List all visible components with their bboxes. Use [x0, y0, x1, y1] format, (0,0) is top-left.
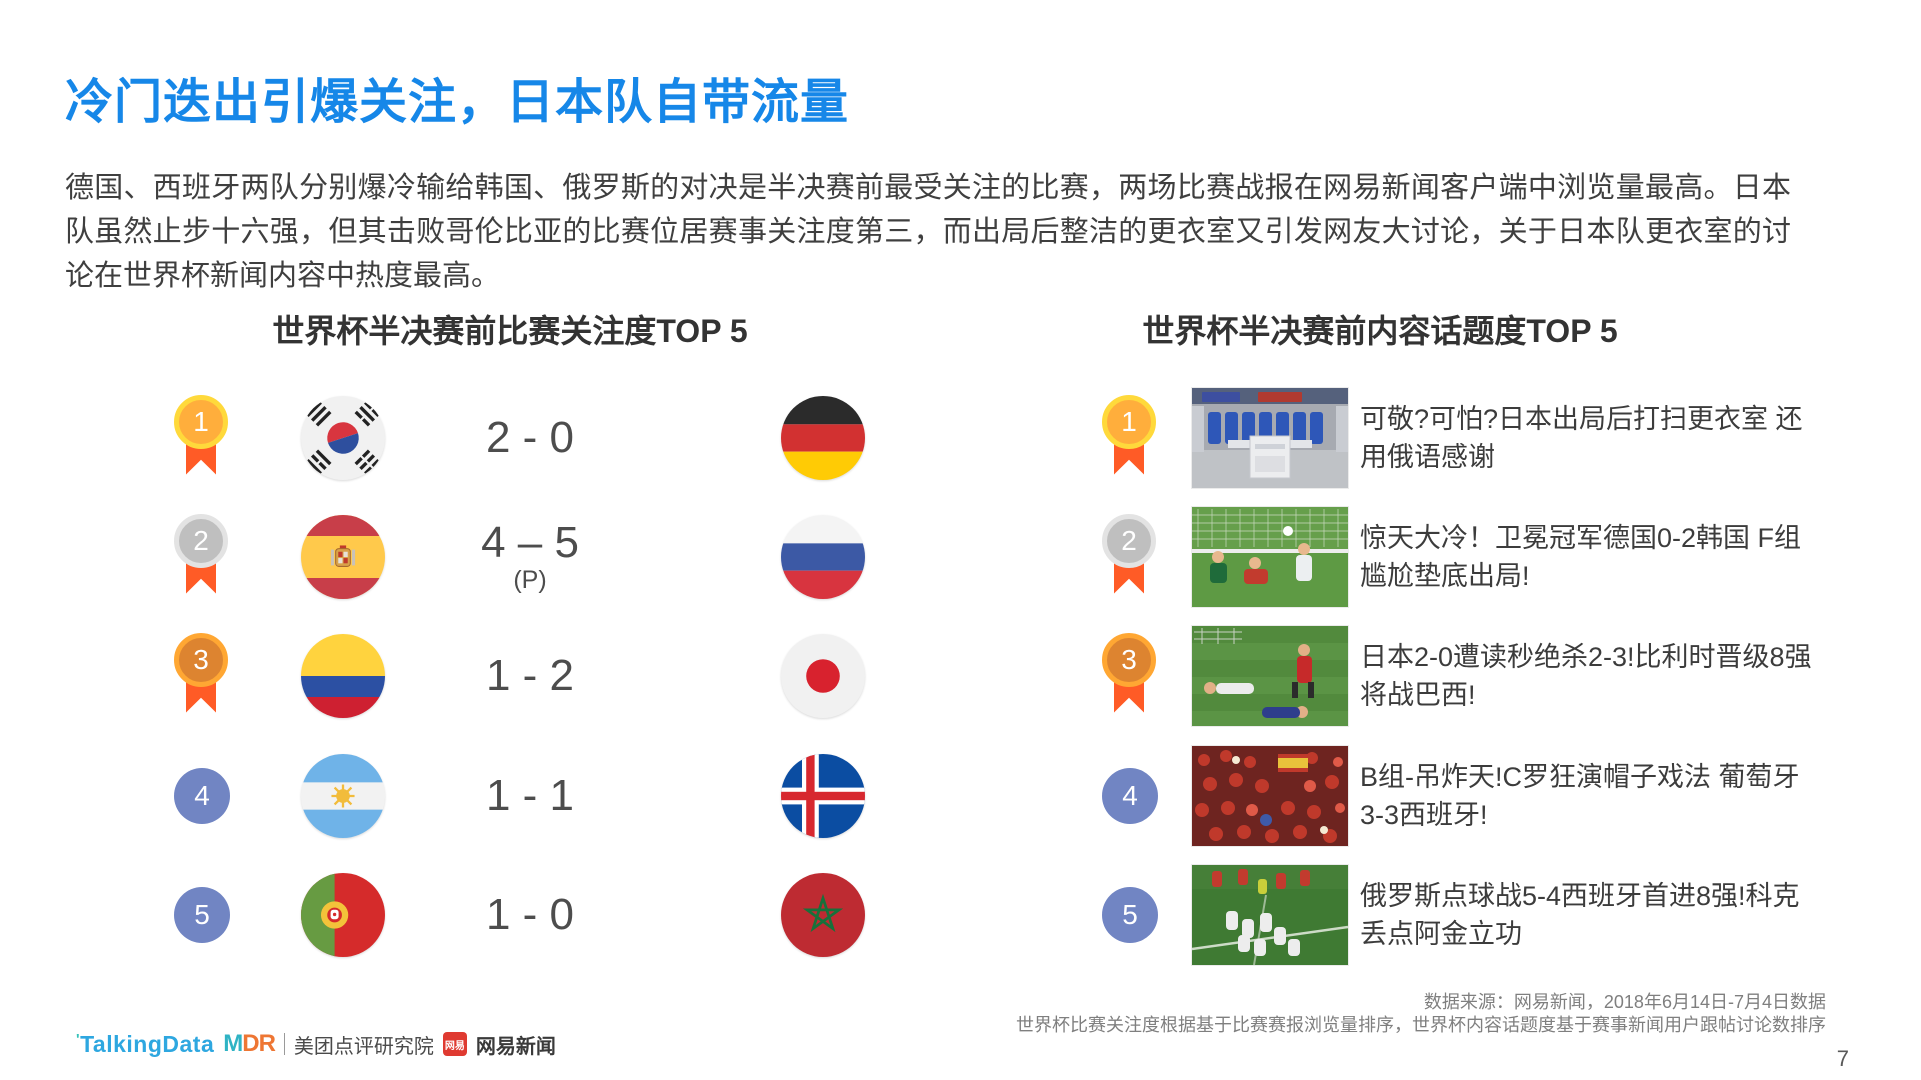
flag-germany-icon: [781, 395, 865, 480]
rank-number: 3: [1121, 643, 1137, 675]
logo-divider: [283, 1033, 285, 1055]
score-value: 1 - 1: [485, 770, 575, 820]
rank-5-medal-icon: 5: [1100, 886, 1158, 943]
rank-3-medal-icon: 3: [1100, 632, 1158, 719]
match-row-3: 3 1 - 2: [150, 616, 890, 735]
page-number: 7: [1836, 1046, 1849, 1071]
news-headline: 日本2-0遭读秒绝杀2-3!比利时晋级8强将战巴西!: [1360, 641, 1812, 710]
news-headline: B组-吊炸天!C罗狂演帽子戏法 葡萄牙3-3西班牙!: [1360, 761, 1800, 830]
rank-1-medal-icon: 1: [172, 394, 230, 481]
talkingdata-tick-icon: ': [76, 1030, 81, 1048]
news-row-1: 1 可敬?可怕?日本出局后打扫更衣室 还用俄语感: [1090, 378, 1860, 497]
rank-number: 5: [1122, 898, 1138, 930]
rank-number: 4: [1122, 779, 1138, 811]
news-row-3: 3 日本2-0遭读秒绝杀2-3!比利时晋级8强将战巴西!: [1090, 616, 1860, 735]
news-headline: 俄罗斯点球战5-4西班牙首进8强!科克丢点阿金立功: [1360, 880, 1800, 949]
flag-russia-icon: [781, 514, 865, 599]
rank-number: 2: [193, 524, 209, 556]
meituan-research-label: 美团点评研究院: [293, 1035, 434, 1058]
match-row-5: 5 1 - 0: [150, 855, 890, 974]
netease-news-label: 网易新闻: [475, 1035, 556, 1058]
data-source-note: 数据来源：网易新闻，2018年6月14日-7月4日数据 世界杯比赛关注度根据基于…: [1016, 991, 1826, 1037]
match-row-1: 1: [150, 378, 890, 497]
rank-4-medal-icon: 4: [1100, 767, 1158, 824]
news-headline: 可敬?可怕?日本出局后打扫更衣室 还用俄语感谢: [1360, 403, 1803, 472]
data-source-line1: 数据来源：网易新闻，2018年6月14日-7月4日数据: [1423, 992, 1826, 1012]
data-source-line2: 世界杯比赛关注度根据基于比赛赛报浏览量排序，世界杯内容话题度基于赛事新闻用户跟帖…: [1016, 1015, 1826, 1035]
netease-badge-icon: 网易: [442, 1032, 467, 1056]
rank-number: 4: [194, 779, 210, 811]
page-title: 冷门迭出引爆关注，日本队自带流量: [65, 76, 850, 129]
score-value: 2 - 0: [485, 412, 575, 462]
news-thumb-players-on-pitch-image: [1192, 625, 1348, 726]
match-score: 2 - 0: [430, 412, 630, 462]
match-score: 1 - 2: [430, 650, 630, 700]
score-value: 4 – 5: [481, 517, 579, 567]
flag-japan-icon: [781, 633, 865, 718]
score-note: (P): [513, 565, 547, 594]
mdr-logo: MDR: [223, 1030, 276, 1057]
flag-portugal-icon: [301, 872, 385, 957]
news-thumb-locker-room-image: [1192, 387, 1348, 488]
match-row-2: 2 4 – 5 (P): [150, 497, 890, 616]
score-value: 1 - 0: [485, 889, 575, 939]
score-value: 1 - 2: [485, 650, 575, 700]
news-thumb-team-celebration-image: [1192, 864, 1348, 965]
intro-paragraph: 德国、西班牙两队分别爆冷输给韩国、俄罗斯的对决是半决赛前最受关注的比赛，两场比赛…: [65, 172, 1791, 292]
footer-logos: 'TalkingData MDR 美团点评研究院 网易 网易新闻: [76, 1030, 556, 1058]
flag-spain-icon: [301, 514, 385, 599]
rank-4-medal-icon: 4: [172, 767, 230, 824]
rank-number: 1: [193, 405, 209, 437]
rank-1-medal-icon: 1: [1100, 394, 1158, 481]
match-score: 1 - 1: [430, 770, 630, 820]
rank-number: 3: [193, 643, 209, 675]
rank-2-medal-icon: 2: [1100, 513, 1158, 600]
talkingdata-logo: 'TalkingData: [76, 1030, 215, 1057]
rank-2-medal-icon: 2: [172, 513, 230, 600]
news-row-5: 5 俄罗斯点球战5-4西班牙首进8强!科: [1090, 855, 1860, 974]
flag-morocco-icon: [781, 872, 865, 957]
flag-argentina-icon: [301, 753, 385, 838]
right-panel-header: 世界杯半决赛前内容话题度TOP 5: [1142, 313, 1618, 349]
news-row-4: 4 B组-吊炸天!C罗狂演帽子戏法 葡萄牙3-3西班牙!: [1090, 736, 1860, 855]
rank-5-medal-icon: 5: [172, 886, 230, 943]
flag-colombia-icon: [301, 633, 385, 718]
flag-iceland-icon: [781, 753, 865, 838]
match-score: 1 - 0: [430, 889, 630, 939]
rank-number: 5: [194, 898, 210, 930]
flag-south-korea-icon: [301, 395, 385, 480]
news-headline: 惊天大冷！卫冕冠军德国0-2韩国 F组尴尬垫底出局!: [1360, 522, 1802, 591]
rank-3-medal-icon: 3: [172, 632, 230, 719]
rank-number: 2: [1121, 524, 1137, 556]
news-row-2: 2 惊天大冷！卫冕冠军德国0-2韩国 F: [1090, 497, 1860, 616]
rank-number: 1: [1121, 405, 1137, 437]
match-row-4: 4 1 - 1: [150, 736, 890, 855]
news-thumb-goal-scene-image: [1192, 506, 1348, 607]
match-score: 4 – 5 (P): [430, 517, 630, 594]
left-panel-header: 世界杯半决赛前比赛关注度TOP 5: [272, 313, 748, 349]
news-thumb-fans-crowd-image: [1192, 745, 1348, 846]
